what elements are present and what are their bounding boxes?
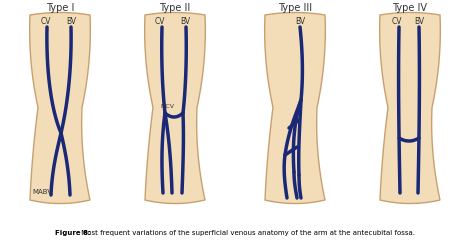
Polygon shape (145, 12, 205, 203)
Text: CV: CV (155, 17, 165, 26)
Text: Type IV: Type IV (392, 3, 428, 13)
Text: Figure 8:: Figure 8: (55, 230, 91, 236)
Text: Most frequent variations of the superficial venous anatomy of the arm at the ant: Most frequent variations of the superfic… (79, 230, 415, 236)
Text: BV: BV (295, 17, 305, 26)
Text: MCV: MCV (160, 103, 174, 109)
Text: CV: CV (392, 17, 402, 26)
Text: Type III: Type III (278, 3, 312, 13)
Text: Type II: Type II (159, 3, 191, 13)
Text: CV: CV (41, 17, 51, 26)
Polygon shape (30, 12, 91, 203)
Text: BV: BV (414, 17, 424, 26)
Polygon shape (264, 12, 325, 203)
Text: Type I: Type I (46, 3, 74, 13)
Text: MABV: MABV (32, 189, 52, 195)
Text: BV: BV (66, 17, 76, 26)
Text: BV: BV (180, 17, 190, 26)
Polygon shape (380, 12, 440, 203)
